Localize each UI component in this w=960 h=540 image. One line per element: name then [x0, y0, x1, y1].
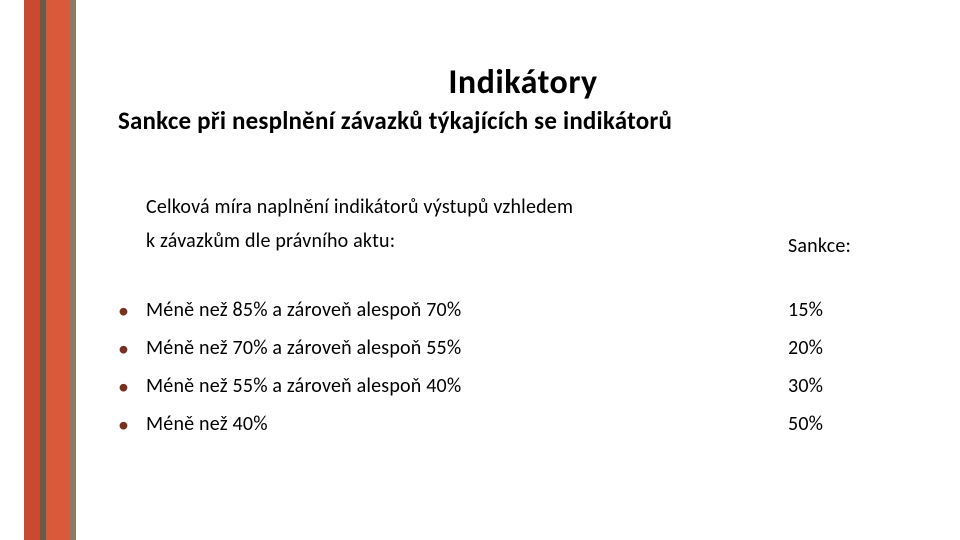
row-value: 20%: [788, 336, 928, 360]
table-header: Celková míra naplnění indikátorů výstupů…: [118, 190, 928, 258]
table-row: • Méně než 85% a zároveň alespoň 70% 15%: [118, 298, 928, 322]
slide-content: Indikátory Sankce při nesplnění závazků …: [118, 62, 928, 450]
header-label: Celková míra naplnění indikátorů výstupů…: [146, 190, 788, 258]
bullet-icon: •: [118, 376, 146, 398]
row-label: Méně než 70% a zároveň alespoň 55%: [146, 336, 788, 360]
row-value: 30%: [788, 374, 928, 398]
header-value: Sankce:: [788, 234, 928, 258]
table-row: • Méně než 55% a zároveň alespoň 40% 30%: [118, 374, 928, 398]
row-label: Méně než 55% a zároveň alespoň 40%: [146, 374, 788, 398]
header-label-line2: k závazkům dle právního aktu:: [146, 229, 395, 253]
bullet-icon: •: [118, 414, 146, 436]
accent-stripe-1: [24, 0, 40, 540]
row-label: Méně než 40%: [146, 412, 788, 436]
row-value: 50%: [788, 412, 928, 436]
accent-stripe-3: [46, 0, 70, 540]
accent-stripe-4: [70, 0, 76, 540]
row-label: Méně než 85% a zároveň alespoň 70%: [146, 298, 788, 322]
bullet-icon: •: [118, 300, 146, 322]
table-row: • Méně než 40% 50%: [118, 412, 928, 436]
bullet-icon: •: [118, 338, 146, 360]
slide-subtitle: Sankce při nesplnění závazků týkajících …: [118, 105, 928, 136]
row-value: 15%: [788, 298, 928, 322]
table-row: • Méně než 70% a zároveň alespoň 55% 20%: [118, 336, 928, 360]
slide-title: Indikátory: [118, 62, 928, 103]
header-label-line1: Celková míra naplnění indikátorů výstupů…: [146, 195, 573, 219]
